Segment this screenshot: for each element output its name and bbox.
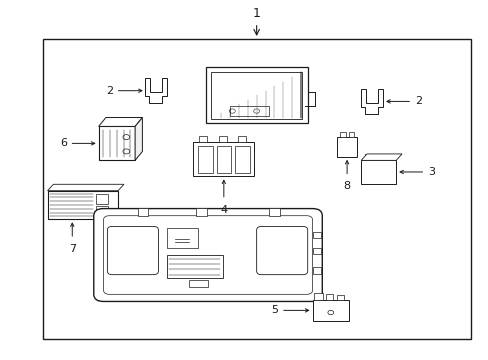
Text: 5: 5 [271,305,278,315]
Bar [99,126,135,160]
Bar [336,296,343,300]
Text: 1: 1 [252,7,260,20]
Bar [312,248,321,254]
Bar [95,206,107,216]
Bar [229,106,268,116]
Text: 2: 2 [106,86,113,96]
Bar [336,137,357,157]
Bar [137,208,148,216]
Bar [339,132,345,137]
Text: 6: 6 [60,138,67,148]
Bar [198,146,212,173]
Bar [196,208,206,216]
Bar [313,293,322,300]
Polygon shape [361,89,382,114]
Bar [268,208,279,216]
Text: 3: 3 [427,167,434,177]
FancyBboxPatch shape [94,208,322,301]
Text: 8: 8 [343,181,350,191]
Bar [325,294,332,300]
Polygon shape [47,184,123,191]
Bar [216,146,231,173]
Polygon shape [99,117,142,126]
FancyBboxPatch shape [103,216,312,294]
Bar [211,72,301,118]
Bar [312,267,321,274]
Bar [312,232,321,238]
Bar [365,154,373,160]
Bar [199,136,206,143]
Polygon shape [135,117,142,160]
Bar [380,154,388,160]
Bar [205,67,307,123]
Bar [42,39,469,339]
Text: 7: 7 [68,244,76,253]
FancyBboxPatch shape [256,226,307,275]
Polygon shape [361,154,401,160]
Bar [188,280,207,287]
Bar [193,143,254,176]
Text: 2: 2 [414,96,421,107]
Polygon shape [144,78,166,103]
Text: 4: 4 [220,205,227,215]
Bar [235,146,249,173]
FancyBboxPatch shape [107,226,158,275]
Bar [348,132,354,137]
Bar [218,136,226,143]
Bar [47,191,118,219]
Bar [166,228,198,248]
Bar [95,194,107,203]
Bar [238,136,245,143]
Bar [361,160,395,184]
Bar [312,300,348,321]
Bar [166,255,222,278]
